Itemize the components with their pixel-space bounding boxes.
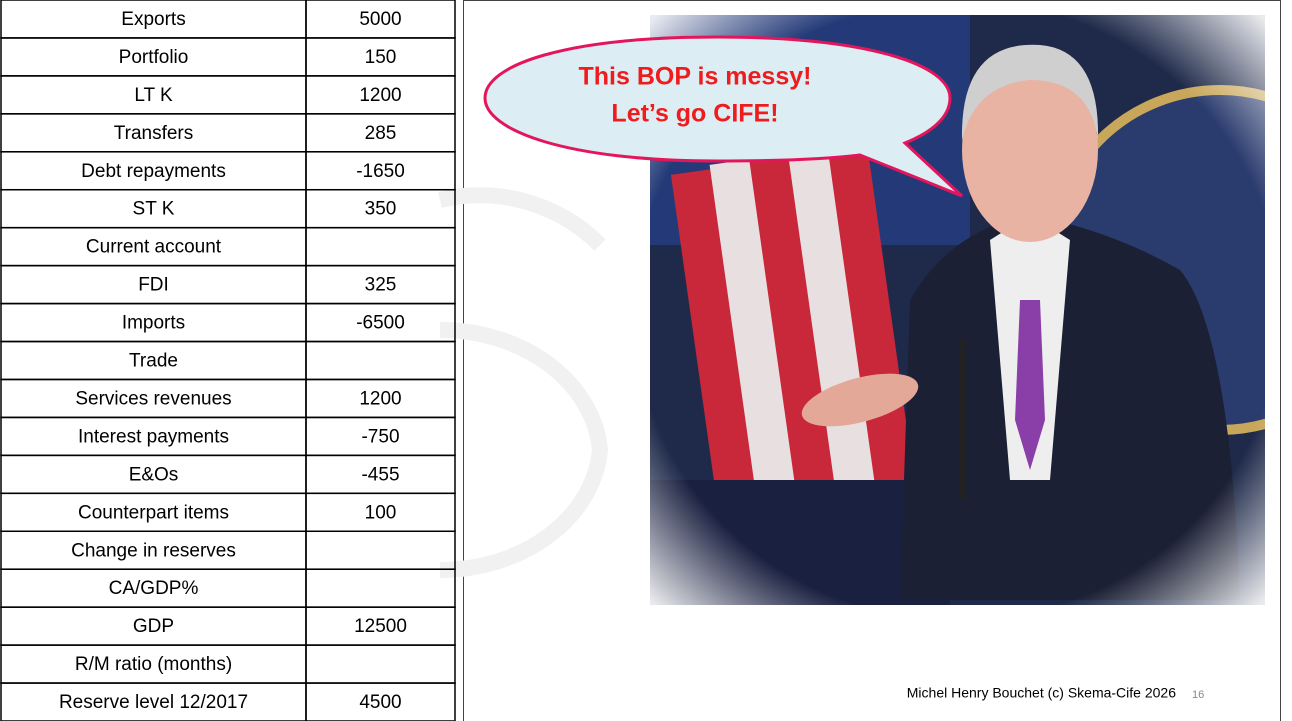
row-label: Current account [86,237,222,258]
row-label: CA/GDP% [109,578,199,599]
table-row: Interest payments -750 [1,417,455,455]
table-row: Exports 5000 [1,0,455,38]
table-row: Services revenues 1200 [1,379,455,417]
table: Exports 5000 Portfolio 150 LT K 1200 Transfers… [1,0,455,721]
table-row: Reserve level 12/2017 4500 [1,683,455,721]
row-value: -6500 [356,313,405,334]
row-label: Reserve level 12/2017 [59,692,248,713]
row-value: 325 [365,275,397,296]
row-label: GDP [133,616,174,637]
table-row: Current account [1,228,455,266]
table-row: Debt repayments -1650 [1,152,455,190]
row-label: Portfolio [119,47,189,68]
bubble-text: This BOP is messy! [579,63,812,91]
table-cell [306,569,455,607]
slide: This BOP is messy! Let’s go CIFE! Michel… [0,0,1292,721]
table-row: Transfers 285 [1,114,455,152]
row-label: LT K [134,85,173,106]
table-cell [306,531,455,569]
table-row: LT K 1200 [1,76,455,114]
row-label: Change in reserves [71,540,236,561]
row-value: -750 [361,426,399,447]
bubble-text: Let’s go CIFE! [611,100,778,128]
table-row: Change in reserves [1,531,455,569]
row-value: 4500 [359,692,401,713]
row-label: Counterpart items [78,502,229,523]
row-label: ST K [133,199,175,220]
row-label: R/M ratio (months) [75,654,232,675]
row-value: 12500 [354,616,407,637]
row-value: 350 [365,199,397,220]
row-label: Imports [122,313,185,334]
row-label: Exports [121,9,185,30]
row-value: -1650 [356,161,405,182]
table-row: E&Os -455 [1,455,455,493]
table-row: R/M ratio (months) [1,645,455,683]
table-row: CA/GDP% [1,569,455,607]
table-row: ST K 350 [1,190,455,228]
row-value: 1200 [359,388,401,409]
page-number: 16 [1192,689,1204,701]
table-row: Imports -6500 [1,304,455,342]
table-row: FDI 325 [1,266,455,304]
row-value: 5000 [359,9,401,30]
row-label: Interest payments [78,426,229,447]
table-row: Trade [1,342,455,380]
row-label: Debt repayments [81,161,226,182]
row-value: 285 [365,123,397,144]
table-cell [306,228,455,266]
footer-text: Michel Henry Bouchet (c) Skema-Cife 2026 [907,685,1176,701]
table-row: Portfolio 150 [1,38,455,76]
row-label: Trade [129,351,178,372]
table-cell [306,342,455,380]
row-value: 100 [365,502,397,523]
row-value: 150 [365,47,397,68]
table-row: GDP 12500 [1,607,455,645]
row-value: -455 [361,464,399,485]
row-label: FDI [138,275,169,296]
table-row: Counterpart items 100 [1,493,455,531]
row-label: Transfers [114,123,194,144]
row-label: Services revenues [75,388,231,409]
row-value: 1200 [359,85,401,106]
table-cell [306,645,455,683]
row-label: E&Os [129,464,179,485]
